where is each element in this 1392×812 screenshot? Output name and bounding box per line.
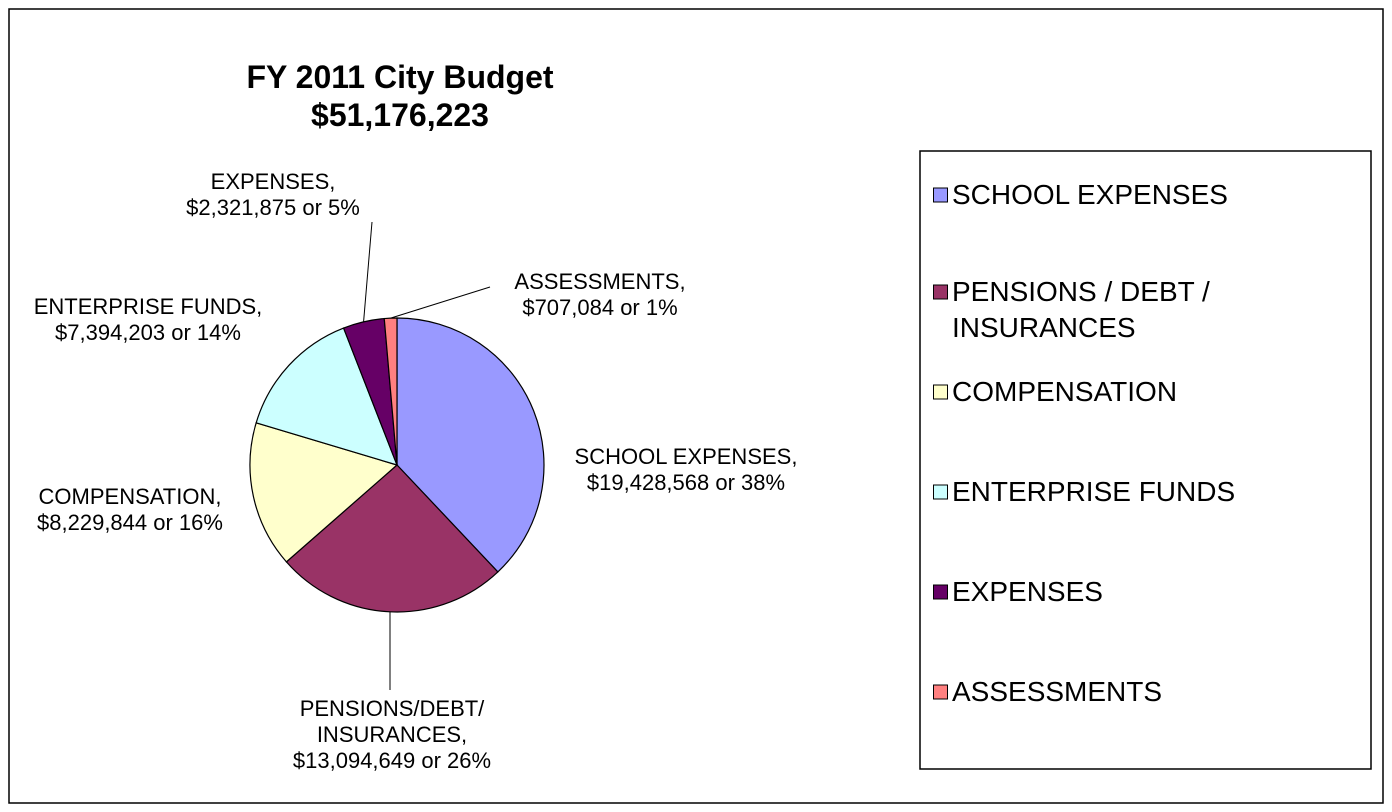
legend-swatch xyxy=(933,187,948,203)
legend-label: COMPENSATION xyxy=(952,376,1178,407)
pie-slice xyxy=(249,422,399,563)
data-label: PENSIONS/DEBT/ INSURANCES, $13,094,649 o… xyxy=(292,696,492,773)
legend-label: EXPENSES xyxy=(952,576,1103,607)
data-label: EXPENSES, $2,321,875 or 5% xyxy=(186,169,360,220)
data-label: ENTERPRISE FUNDS, $7,394,203 or 14% xyxy=(33,294,275,345)
legend-swatch xyxy=(933,284,948,300)
chart-title: FY 2011 City Budget xyxy=(246,59,554,95)
legend-swatch xyxy=(933,384,948,400)
pie-slice xyxy=(396,317,545,573)
legend-swatch xyxy=(933,584,948,600)
legend-label: PENSIONS / DEBT / INSURANCES xyxy=(952,276,1210,343)
legend-label: ENTERPRISE FUNDS xyxy=(952,476,1236,507)
data-label: COMPENSATION, $8,229,844 or 16% xyxy=(37,484,228,535)
pie-slice xyxy=(255,327,399,466)
chart-subtitle: $51,176,223 xyxy=(311,97,489,133)
leader-line xyxy=(390,286,491,319)
leader-line xyxy=(363,221,373,322)
legend-label: SCHOOL EXPENSES xyxy=(952,179,1228,210)
legend-box xyxy=(919,150,1372,770)
legend-label: ASSESSMENTS xyxy=(952,676,1163,707)
data-label: ASSESSMENTS, $707,084 or 1% xyxy=(514,269,692,320)
data-label: SCHOOL EXPENSES, $19,428,568 or 38% xyxy=(574,444,804,495)
legend-swatch xyxy=(933,484,948,500)
legend-swatch xyxy=(933,684,948,700)
